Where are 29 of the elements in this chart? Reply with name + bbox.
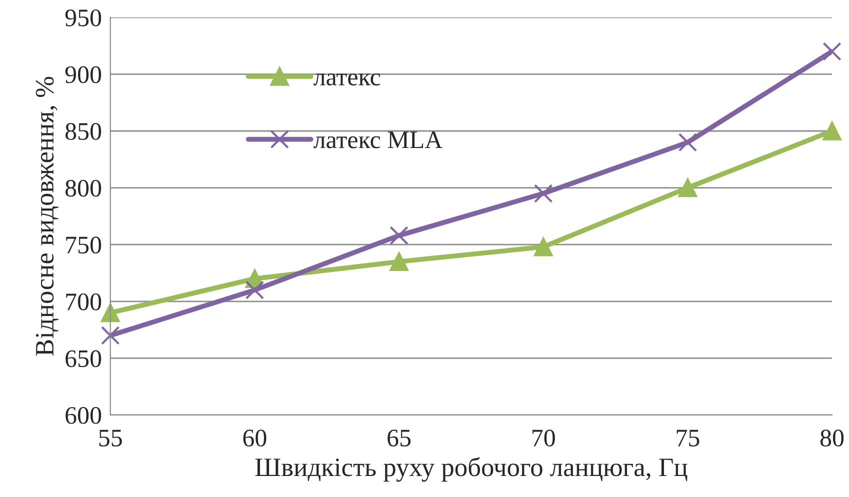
y-tick-label: 600 <box>66 407 102 424</box>
y-tick-label: 900 <box>65 66 102 84</box>
point <box>100 303 120 322</box>
point <box>100 326 120 345</box>
y-tick-label: 800 <box>65 180 102 197</box>
y-tick-label: 650 <box>66 350 102 368</box>
point <box>678 132 698 152</box>
point <box>822 42 842 61</box>
point <box>534 237 553 256</box>
y-tick-label: 850 <box>65 123 102 140</box>
y-tick-label: 750 <box>66 236 102 254</box>
legend-label: латекс <box>314 73 380 86</box>
point <box>678 178 698 198</box>
point <box>390 252 408 272</box>
legend-label: латекс MLA <box>314 132 443 148</box>
x-axis-title: Швидкість руху робочого ланцюга, Гц <box>255 457 688 482</box>
point <box>822 122 842 140</box>
y-axis-title: Відносне видовження, % <box>36 76 58 356</box>
point <box>245 280 264 300</box>
x-tick-label: 60 <box>243 430 266 446</box>
x-tick-label: 55 <box>99 430 122 446</box>
point <box>390 226 408 245</box>
x-tick-label: 75 <box>676 430 700 446</box>
x-tick-label: 70 <box>532 430 555 446</box>
y-tick-label: 950 <box>65 9 102 26</box>
y-tick-label: 700 <box>66 293 102 310</box>
point <box>534 184 553 203</box>
x-tick-label: 80 <box>820 430 844 446</box>
x-tick-label: 65 <box>388 430 411 446</box>
